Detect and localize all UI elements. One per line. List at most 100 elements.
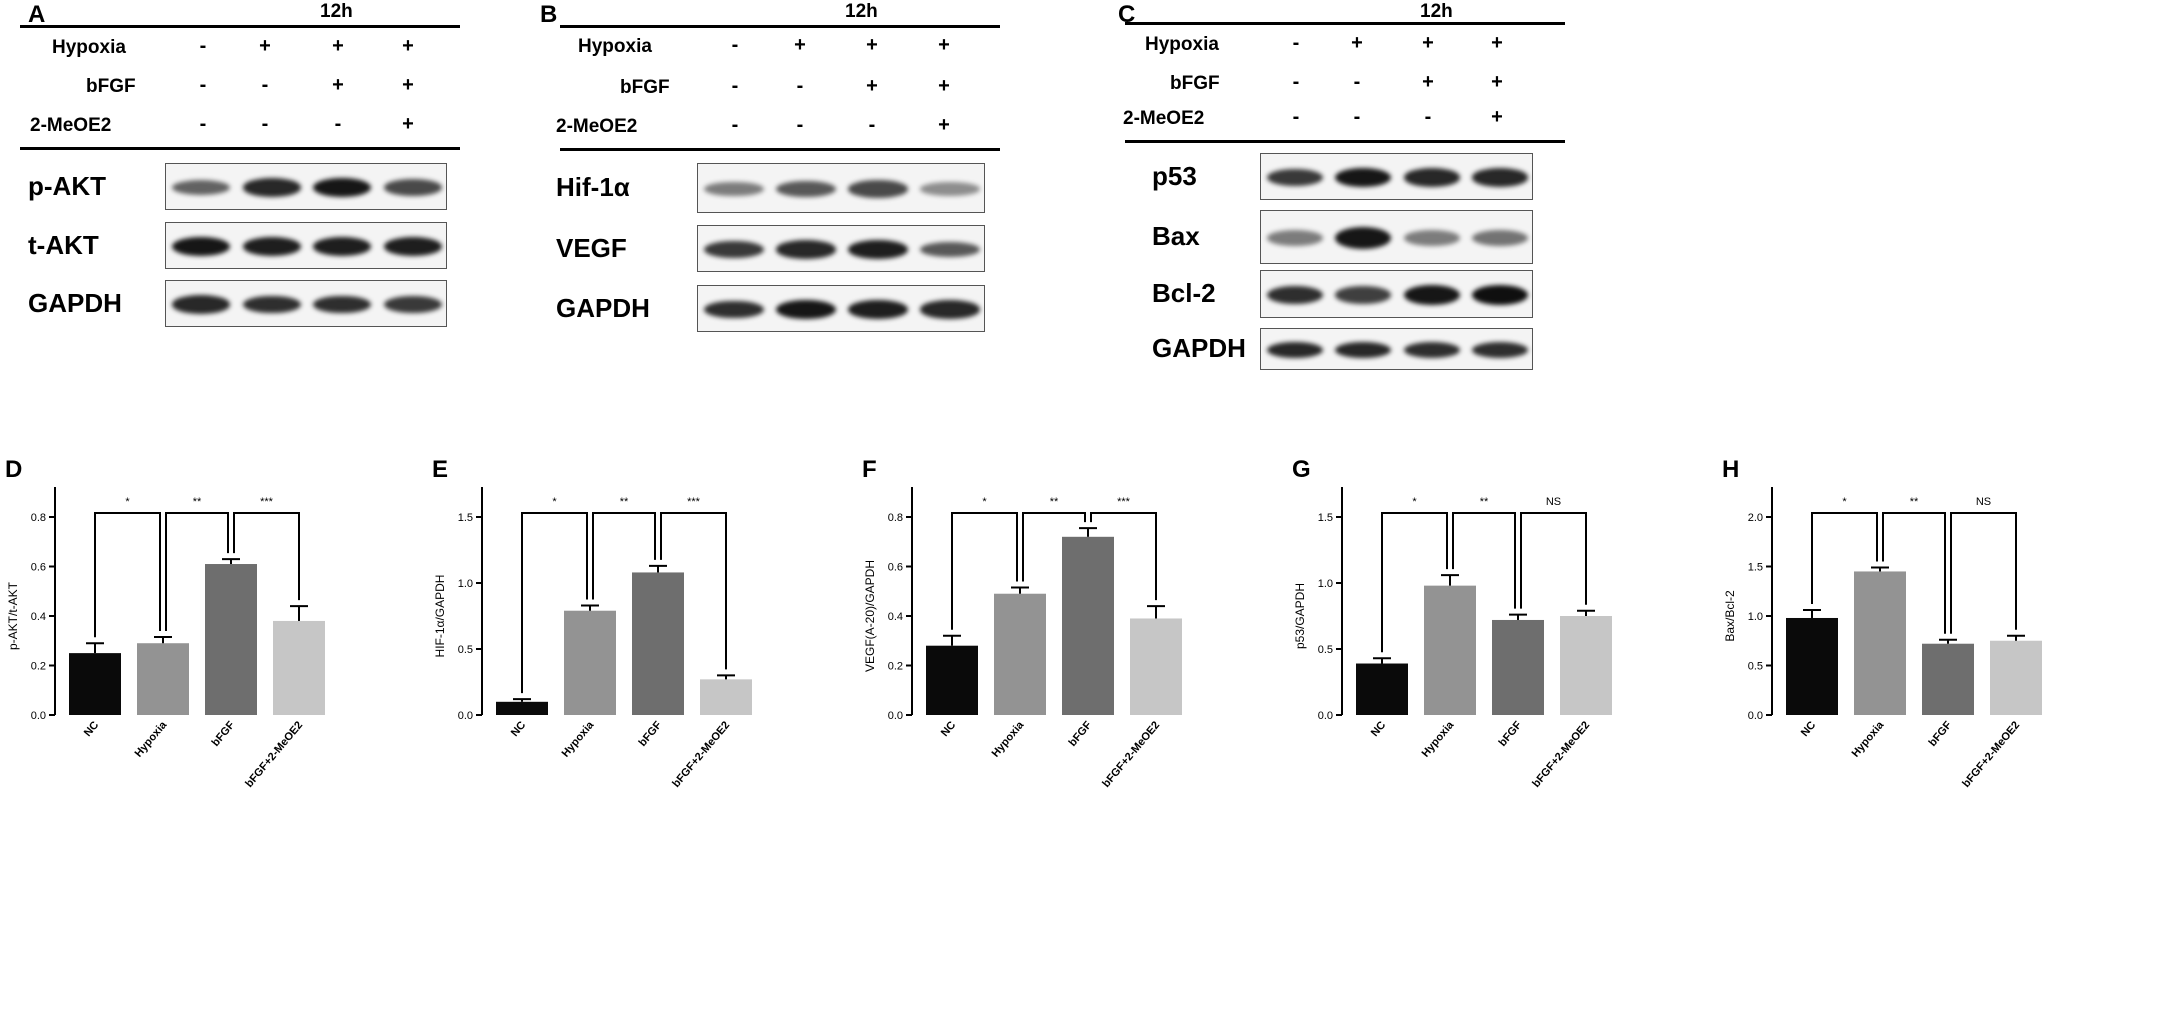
condition-label: bFGF — [1170, 73, 1220, 94]
y-tick-label: 2.0 — [1748, 512, 1763, 524]
blot-band — [776, 180, 836, 198]
y-axis-label: Bax/Bcl-2 — [1723, 590, 1737, 642]
condition-sign: - — [199, 74, 207, 96]
y-tick-label: 0.0 — [458, 710, 473, 722]
x-tick-label: NC — [1799, 719, 1818, 739]
panel-label: A — [28, 1, 46, 28]
protein-label: t-AKT — [28, 229, 99, 260]
condition-sign: - — [1292, 106, 1300, 128]
blot-band — [1403, 342, 1460, 358]
blot-band — [1267, 285, 1324, 305]
bar — [926, 645, 978, 715]
blot-band — [920, 300, 980, 319]
condition-sign: + — [938, 114, 950, 136]
significance-bracket — [660, 512, 727, 670]
y-tick-label: 1.0 — [1748, 611, 1763, 623]
time-label: 12h — [845, 1, 878, 22]
protein-label: Bcl-2 — [1152, 278, 1216, 308]
significance-bracket — [1022, 512, 1086, 582]
blot-band — [1471, 285, 1528, 305]
panel-label: G — [1292, 456, 1311, 483]
blot-band — [848, 240, 908, 259]
bar-chart-f: F 0.0 0.2 0.4 0.6 0.8 VEGF(A-20)/GAPDH NC Hypoxi… — [862, 456, 1182, 790]
blot-band — [704, 181, 764, 197]
y-tick-label: 0.8 — [31, 512, 46, 524]
x-tick-label: Hypoxia — [1850, 719, 1887, 760]
y-axis-label: p53/GAPDH — [1293, 583, 1307, 649]
bar-chart-h: H 0.0 0.5 1.0 1.5 2.0 Bax/Bcl-2 NC Hypoxia bFGF bF… — [1722, 456, 2042, 790]
condition-label: bFGF — [620, 77, 670, 98]
condition-sign: + — [402, 74, 414, 96]
x-tick-label: bFGF+2-MeOE2 — [243, 719, 305, 790]
x-tick-label: bFGF — [1067, 719, 1095, 749]
blot-strip — [697, 285, 985, 332]
header-rule — [1125, 140, 1565, 143]
condition-sign: - — [334, 113, 342, 135]
blot-band — [848, 300, 908, 319]
blot-band — [1403, 285, 1460, 305]
y-tick-label: 0.5 — [1318, 644, 1333, 656]
significance-label: * — [552, 496, 557, 508]
blot-band — [848, 180, 908, 198]
blot-band — [383, 237, 442, 256]
condition-sign: - — [199, 35, 207, 57]
header-rule — [560, 25, 1000, 28]
y-tick-label: 0.6 — [31, 562, 46, 574]
condition-sign: + — [402, 35, 414, 57]
condition-sign: + — [259, 35, 271, 57]
blot-band — [242, 237, 301, 256]
y-tick-label: 0.0 — [888, 710, 903, 722]
significance-bracket — [1882, 512, 1946, 634]
y-tick-label: 0.8 — [888, 512, 903, 524]
bar — [632, 572, 684, 715]
blot-band — [313, 237, 372, 256]
condition-sign: + — [1491, 32, 1503, 54]
significance-bracket — [233, 512, 300, 601]
y-tick-label: 0.4 — [888, 611, 903, 623]
protein-label: Hif-1α — [556, 172, 630, 202]
condition-sign: + — [402, 113, 414, 135]
blot-band — [383, 179, 442, 196]
significance-label: * — [1842, 496, 1847, 508]
y-axis-label: p-AKT/t-AKT — [6, 581, 20, 650]
x-tick-label: bFGF — [1927, 719, 1955, 749]
protein-label: GAPDH — [556, 292, 650, 323]
blot-strip — [165, 163, 447, 210]
significance-bracket — [1520, 512, 1587, 609]
condition-label: Hypoxia — [578, 36, 652, 57]
blot-band — [172, 236, 231, 257]
x-tick-label: NC — [939, 719, 958, 739]
significance-bracket — [165, 512, 229, 632]
condition-sign: + — [938, 34, 950, 56]
significance-label: NS — [1976, 496, 1991, 508]
y-tick-label: 0.2 — [888, 661, 903, 673]
y-tick-label: 1.5 — [1748, 562, 1763, 574]
x-tick-label: bFGF — [1497, 719, 1525, 749]
bar — [273, 620, 325, 715]
significance-label: *** — [260, 496, 274, 508]
condition-sign: + — [1422, 71, 1434, 93]
condition-sign: - — [731, 75, 739, 97]
condition-sign: - — [731, 34, 739, 56]
y-tick-label: 0.4 — [31, 611, 46, 623]
condition-sign: - — [1353, 71, 1361, 93]
header-rule — [1125, 22, 1565, 25]
condition-sign: + — [794, 34, 806, 56]
blot-strip — [165, 222, 447, 269]
panel-label: C — [1118, 1, 1136, 28]
protein-label: p-AKT — [28, 170, 106, 201]
condition-sign: - — [796, 75, 804, 97]
significance-label: ** — [193, 496, 202, 508]
bar — [1854, 571, 1906, 715]
protein-label: p53 — [1152, 160, 1197, 191]
blot-band — [704, 300, 764, 319]
blot-strip — [697, 225, 985, 272]
blot-band — [1335, 167, 1392, 188]
y-tick-label: 1.5 — [1318, 512, 1333, 524]
y-tick-label: 0.0 — [31, 710, 46, 722]
condition-label: Hypoxia — [52, 37, 126, 58]
condition-sign: - — [1292, 71, 1300, 93]
x-tick-label: bFGF+2-MeOE2 — [1530, 719, 1592, 790]
x-tick-label: Hypoxia — [560, 719, 597, 760]
condition-sign: - — [1424, 106, 1432, 128]
